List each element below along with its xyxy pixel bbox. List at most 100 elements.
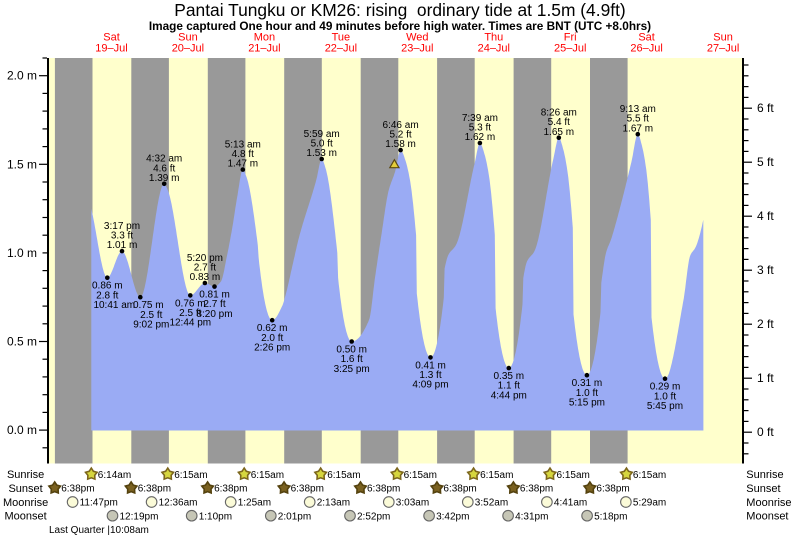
svg-text:11:47pm: 11:47pm	[80, 498, 118, 509]
svg-text:0.83 m: 0.83 m	[190, 272, 221, 283]
svg-text:21–Jul: 21–Jul	[248, 43, 280, 55]
svg-text:2.0 m: 2.0 m	[7, 69, 37, 83]
svg-text:5.2 ft: 5.2 ft	[389, 130, 411, 141]
svg-text:Moonrise: Moonrise	[746, 497, 791, 509]
svg-text:5:59 am: 5:59 am	[304, 129, 340, 140]
svg-text:6:15am: 6:15am	[174, 470, 207, 481]
svg-text:Sun: Sun	[178, 32, 198, 44]
svg-text:2:13am: 2:13am	[317, 498, 350, 509]
svg-text:1.0 ft: 1.0 ft	[576, 388, 598, 399]
svg-text:0.31 m: 0.31 m	[572, 378, 603, 389]
svg-text:2.7 ft: 2.7 ft	[203, 299, 225, 310]
svg-text:1.6 ft: 1.6 ft	[341, 354, 363, 365]
svg-text:3:42pm: 3:42pm	[436, 511, 469, 522]
svg-text:Moonset: Moonset	[746, 511, 788, 523]
svg-text:4:41am: 4:41am	[554, 498, 587, 509]
svg-text:1.53 m: 1.53 m	[306, 148, 337, 159]
svg-text:1:25am: 1:25am	[238, 498, 271, 509]
svg-text:6:38pm: 6:38pm	[443, 484, 476, 495]
svg-text:Sunrise: Sunrise	[746, 469, 783, 481]
svg-text:6:15am: 6:15am	[327, 470, 360, 481]
svg-text:20–Jul: 20–Jul	[172, 43, 204, 55]
svg-text:23–Jul: 23–Jul	[401, 43, 433, 55]
svg-text:6:38pm: 6:38pm	[214, 484, 247, 495]
svg-text:2.0 ft: 2.0 ft	[261, 333, 283, 344]
svg-text:Sunset: Sunset	[8, 483, 42, 495]
svg-text:Tue: Tue	[332, 32, 351, 44]
svg-text:6:38pm: 6:38pm	[61, 484, 94, 495]
svg-text:1.3 ft: 1.3 ft	[419, 370, 441, 381]
svg-text:Sat: Sat	[103, 32, 120, 44]
svg-text:6:15am: 6:15am	[557, 470, 590, 481]
svg-text:Pantai Tungku or KM26: rising: Pantai Tungku or KM26: rising ordinary t…	[174, 0, 625, 20]
svg-text:2.5 ft: 2.5 ft	[179, 308, 201, 319]
svg-text:3:25 pm: 3:25 pm	[334, 364, 370, 375]
svg-text:7:39 am: 7:39 am	[462, 113, 498, 124]
svg-text:2 ft: 2 ft	[757, 317, 774, 331]
svg-text:0.5 m: 0.5 m	[7, 335, 37, 349]
svg-text:0 ft: 0 ft	[757, 425, 774, 439]
svg-text:4:09 pm: 4:09 pm	[412, 380, 448, 391]
svg-text:Sunset: Sunset	[746, 483, 780, 495]
svg-text:2:26 pm: 2:26 pm	[254, 343, 290, 354]
svg-text:1.62 m: 1.62 m	[465, 132, 496, 143]
svg-text:6:46 am: 6:46 am	[383, 120, 419, 131]
svg-text:5:45 pm: 5:45 pm	[647, 401, 683, 412]
svg-text:26–Jul: 26–Jul	[630, 43, 662, 55]
svg-text:6:15am: 6:15am	[633, 470, 666, 481]
svg-text:12:36am: 12:36am	[159, 498, 198, 509]
svg-text:0.50 m: 0.50 m	[336, 344, 367, 355]
svg-text:Fri: Fri	[564, 32, 577, 44]
svg-text:2:01pm: 2:01pm	[278, 511, 311, 522]
svg-text:6:14am: 6:14am	[98, 470, 131, 481]
svg-text:1.5 m: 1.5 m	[7, 157, 37, 171]
svg-text:0.35 m: 0.35 m	[494, 371, 525, 382]
svg-text:3 ft: 3 ft	[757, 263, 774, 277]
svg-text:5:29am: 5:29am	[633, 498, 666, 509]
svg-text:6:15am: 6:15am	[251, 470, 284, 481]
svg-text:5 ft: 5 ft	[757, 155, 774, 169]
svg-text:Wed: Wed	[406, 32, 428, 44]
svg-text:0.29 m: 0.29 m	[650, 382, 681, 393]
svg-text:0.76 m: 0.76 m	[175, 298, 206, 309]
svg-text:0.81 m: 0.81 m	[199, 290, 230, 301]
svg-text:1.65 m: 1.65 m	[544, 127, 575, 138]
svg-text:1:10pm: 1:10pm	[199, 511, 232, 522]
svg-text:1.0 ft: 1.0 ft	[654, 391, 676, 402]
svg-text:0.86 m: 0.86 m	[92, 281, 123, 292]
svg-text:5:15 pm: 5:15 pm	[569, 398, 605, 409]
svg-text:12:44 pm: 12:44 pm	[169, 318, 211, 329]
svg-text:2.5 ft: 2.5 ft	[140, 310, 162, 321]
svg-text:27–Jul: 27–Jul	[707, 43, 739, 55]
svg-text:6:38pm: 6:38pm	[596, 484, 629, 495]
svg-text:2.8 ft: 2.8 ft	[96, 290, 118, 301]
svg-text:Sunrise: Sunrise	[7, 469, 44, 481]
svg-text:4:32 am: 4:32 am	[146, 154, 182, 165]
svg-text:3.3 ft: 3.3 ft	[111, 231, 133, 242]
svg-text:5:13 am: 5:13 am	[225, 140, 261, 151]
svg-text:3:03am: 3:03am	[396, 498, 429, 509]
svg-text:6 ft: 6 ft	[757, 101, 774, 115]
svg-text:1.67 m: 1.67 m	[623, 123, 654, 134]
svg-text:Thu: Thu	[484, 32, 503, 44]
svg-text:6:15am: 6:15am	[404, 470, 437, 481]
svg-text:2.7 ft: 2.7 ft	[194, 263, 216, 274]
svg-text:1.58 m: 1.58 m	[385, 139, 416, 150]
svg-text:1.1 ft: 1.1 ft	[498, 381, 520, 392]
svg-text:5.3 ft: 5.3 ft	[469, 123, 491, 134]
svg-text:4.8 ft: 4.8 ft	[232, 149, 254, 160]
svg-text:6:38pm: 6:38pm	[291, 484, 324, 495]
svg-text:19–Jul: 19–Jul	[95, 43, 127, 55]
svg-text:6:15am: 6:15am	[480, 470, 513, 481]
svg-text:10:41 am: 10:41 am	[93, 300, 135, 311]
svg-text:Sun: Sun	[713, 32, 733, 44]
svg-text:4.6 ft: 4.6 ft	[153, 163, 175, 174]
svg-text:1 ft: 1 ft	[757, 371, 774, 385]
svg-text:Moonset: Moonset	[4, 511, 46, 523]
svg-text:2:52pm: 2:52pm	[357, 511, 390, 522]
svg-text:Image captured One hour and 49: Image captured One hour and 49 minutes b…	[149, 19, 651, 33]
svg-text:6:38pm: 6:38pm	[520, 484, 553, 495]
svg-text:4:44 pm: 4:44 pm	[491, 390, 527, 401]
svg-text:8:26 am: 8:26 am	[541, 108, 577, 119]
svg-text:4:31pm: 4:31pm	[515, 511, 548, 522]
